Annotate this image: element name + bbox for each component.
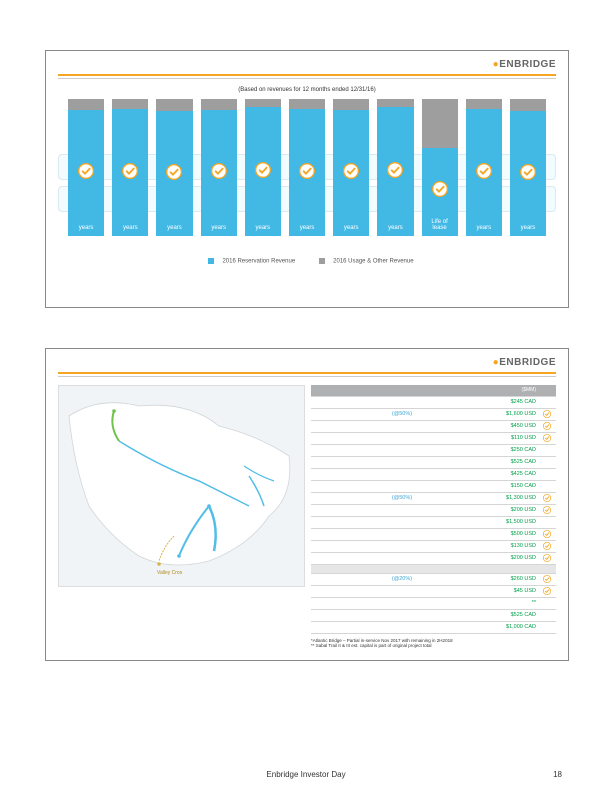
footer-page: 18	[553, 770, 562, 779]
table-row: $525 CAD	[311, 456, 556, 468]
table-row: $110 USD	[311, 432, 556, 444]
map-label: Valley Cros	[157, 570, 183, 576]
table-footnotes: *Atlantic Bridge – Partial in-service No…	[311, 638, 556, 649]
table-row: $200 USD	[311, 504, 556, 516]
chart-bar: years	[510, 99, 546, 236]
chart-bar: Life oflease	[422, 99, 458, 236]
table-row: (@20%)$260 USD	[311, 573, 556, 585]
divider-gold	[58, 74, 556, 76]
projects-table: ($MM) $245 CAD(@50%)$1,600 USD$450 USD$1…	[311, 385, 556, 649]
legend-item: 2016 Usage & Other Revenue	[311, 258, 413, 265]
table-row: (@50%)$1,300 USD	[311, 492, 556, 504]
north-america-map: Valley Cros	[58, 385, 305, 587]
slide-revenue-chart: ●ENBRIDGE (Based on revenues for 12 mont…	[45, 50, 569, 308]
chart-bar: years	[68, 99, 104, 236]
slide-projects-table: ●ENBRIDGE	[45, 348, 569, 662]
table-row: $500 USD	[311, 528, 556, 540]
divider-thin	[58, 78, 556, 79]
table-row: $150 CAD	[311, 480, 556, 492]
table-row: $1,000 CAD	[311, 621, 556, 633]
chart-bar: years	[289, 99, 325, 236]
table-row: **	[311, 597, 556, 609]
table-row: $200 USD	[311, 552, 556, 564]
divider-thin	[58, 376, 556, 377]
footer-title: Enbridge Investor Day	[0, 770, 612, 779]
table-row: $245 CAD	[311, 396, 556, 408]
table-row	[311, 564, 556, 573]
chart-legend: 2016 Reservation Revenue 2016 Usage & Oth…	[58, 258, 556, 265]
brand-logo: ●ENBRIDGE	[58, 59, 556, 70]
reservation-chart: yearsyearsyearsyearsyearsyearsyearsyears…	[58, 99, 556, 254]
chart-bar: years	[377, 99, 413, 236]
table-row: $425 CAD	[311, 468, 556, 480]
table-row: $525 CAD	[311, 609, 556, 621]
chart-bar: years	[112, 99, 148, 236]
legend-item: 2016 Reservation Revenue	[200, 258, 295, 265]
table-row: (@50%)$1,600 USD	[311, 408, 556, 420]
chart-bar: years	[466, 99, 502, 236]
chart-bar: years	[201, 99, 237, 236]
table-row: $45 USD	[311, 585, 556, 597]
chart-bar: years	[333, 99, 369, 236]
chart-bar: years	[245, 99, 281, 236]
table-row: $1,500 USD	[311, 516, 556, 528]
brand-logo: ●ENBRIDGE	[58, 357, 556, 368]
divider-gold	[58, 372, 556, 374]
table-row: $130 USD	[311, 540, 556, 552]
table-row: $450 USD	[311, 420, 556, 432]
chart-bar: years	[156, 99, 192, 236]
table-row: $250 CAD	[311, 444, 556, 456]
chart-subtitle: (Based on revenues for 12 months ended 1…	[58, 87, 556, 93]
